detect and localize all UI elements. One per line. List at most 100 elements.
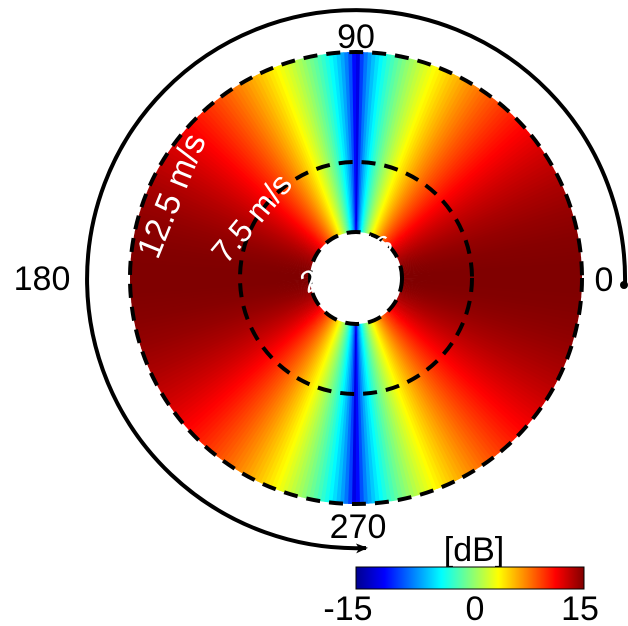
heatmap-wedge [225, 90, 356, 278]
heatmap-wedge [356, 278, 571, 356]
heatmap-wedge [356, 278, 484, 468]
heatmap-wedge [356, 94, 493, 278]
heatmap-wedge [301, 278, 356, 499]
heatmap-wedge [137, 215, 356, 278]
heatmap-wedge [354, 51, 360, 279]
heatmap-wedge [356, 276, 583, 282]
heatmap-wedge [356, 278, 582, 286]
heatmap-wedge [356, 278, 575, 341]
colorbar-tick-max: 15 [561, 590, 599, 626]
heatmap-wedge [286, 278, 356, 495]
heatmap-wedge [356, 68, 445, 279]
angle-label-90: 90 [337, 18, 375, 56]
heatmap-wedge [189, 121, 356, 278]
heatmap-wedge [356, 52, 380, 279]
heatmap-wedge [356, 57, 411, 278]
heatmap-wedge [344, 278, 356, 504]
heatmap-wedge [356, 52, 364, 278]
heatmap-wedge [356, 278, 582, 302]
heatmap-wedge [356, 63, 434, 279]
heatmap-wedge [132, 242, 356, 278]
heatmap-wedge [356, 278, 577, 333]
heatmap-wedge [146, 189, 356, 278]
heatmap-wedge [356, 55, 403, 279]
heatmap-wedge [356, 278, 573, 348]
heatmap-wedge [356, 92, 489, 278]
heatmap-wedge [356, 53, 388, 278]
heatmap-wedge [356, 278, 517, 441]
heatmap-wedge [356, 66, 441, 278]
heatmap-wedge [133, 231, 356, 278]
heatmap-wedge [138, 211, 356, 278]
colorbar-tick-min: -15 [323, 590, 372, 626]
center-hole [310, 232, 402, 324]
heatmap-wedge [356, 85, 480, 278]
heatmap-wedge [356, 278, 574, 345]
heatmap-wedge [336, 278, 356, 504]
heatmap-wedge [236, 278, 356, 473]
heatmap-wedge [163, 154, 356, 278]
heatmap-wedge [340, 278, 356, 504]
heatmap-wedge [356, 278, 551, 398]
heatmap-wedge [356, 278, 569, 359]
heatmap-wedge [356, 125, 527, 279]
heatmap-wedge [130, 254, 356, 278]
heatmap-wedge [129, 274, 356, 280]
heatmap-wedge [133, 234, 356, 278]
heatmap-wedge [149, 182, 356, 278]
heatmap-wedge [356, 87, 483, 278]
heatmap-wedge [356, 150, 546, 278]
heatmap-wedge [170, 278, 356, 412]
heatmap-wedge [305, 278, 356, 500]
heatmap-wedge [130, 262, 356, 278]
heatmap-wedge [356, 62, 430, 279]
heatmap-wedge [356, 278, 581, 306]
angle-label-0: 0 [595, 261, 614, 299]
heatmap-wedge [232, 278, 356, 471]
heatmap-wedge [356, 278, 572, 352]
heatmap-wedge [356, 114, 516, 278]
heatmap-wedge [356, 72, 456, 279]
heatmap-wedge [198, 112, 356, 279]
heatmap-wedge [356, 56, 407, 279]
heatmap-wedge [147, 186, 356, 278]
heatmap-wedge [161, 158, 356, 278]
heatmap-wedge [356, 71, 452, 278]
heatmap-wedge [320, 278, 356, 502]
angle-label-180: 180 [14, 260, 71, 298]
heatmap-wedge [131, 246, 356, 278]
heatmap-wedge [130, 266, 356, 278]
heatmap-wedge [356, 54, 392, 278]
heatmap-wedge [356, 60, 423, 279]
heatmap-wedge [352, 278, 358, 505]
heatmap-wedge [130, 270, 356, 278]
heatmap-wedge [196, 278, 356, 442]
heatmap-wedge [356, 278, 566, 367]
heatmap-wedge [356, 278, 565, 370]
heatmap-wedge [356, 278, 490, 464]
heatmap-wedge [356, 120, 522, 278]
heatmap-wedge [199, 278, 356, 445]
heatmap-wedge [312, 278, 356, 501]
heatmap-wedge [356, 52, 372, 278]
heatmap-wedge [356, 123, 524, 278]
heatmap-wedge [332, 278, 356, 504]
heatmap-wedge [143, 197, 356, 278]
heatmap-wedge [356, 69, 448, 278]
heatmap-wedge [356, 278, 582, 290]
heatmap-wedge [267, 278, 356, 488]
heatmap-wedge [170, 145, 356, 278]
heatmap-wedge [235, 84, 356, 278]
heatmap-wedge [275, 278, 356, 491]
heatmap-wedge [132, 238, 356, 278]
heatmap-wedge [256, 278, 356, 484]
heatmap-wedge [201, 110, 356, 278]
heatmap-wedge [282, 278, 356, 494]
radial-rings [128, 50, 584, 506]
angle-label-270: 270 [330, 508, 387, 546]
heatmap-wedge [239, 278, 356, 475]
heatmap-wedge [231, 86, 356, 278]
heatmap-wedge [356, 278, 578, 329]
heatmap-wedge [316, 278, 356, 502]
heatmap-wedge [356, 278, 553, 395]
